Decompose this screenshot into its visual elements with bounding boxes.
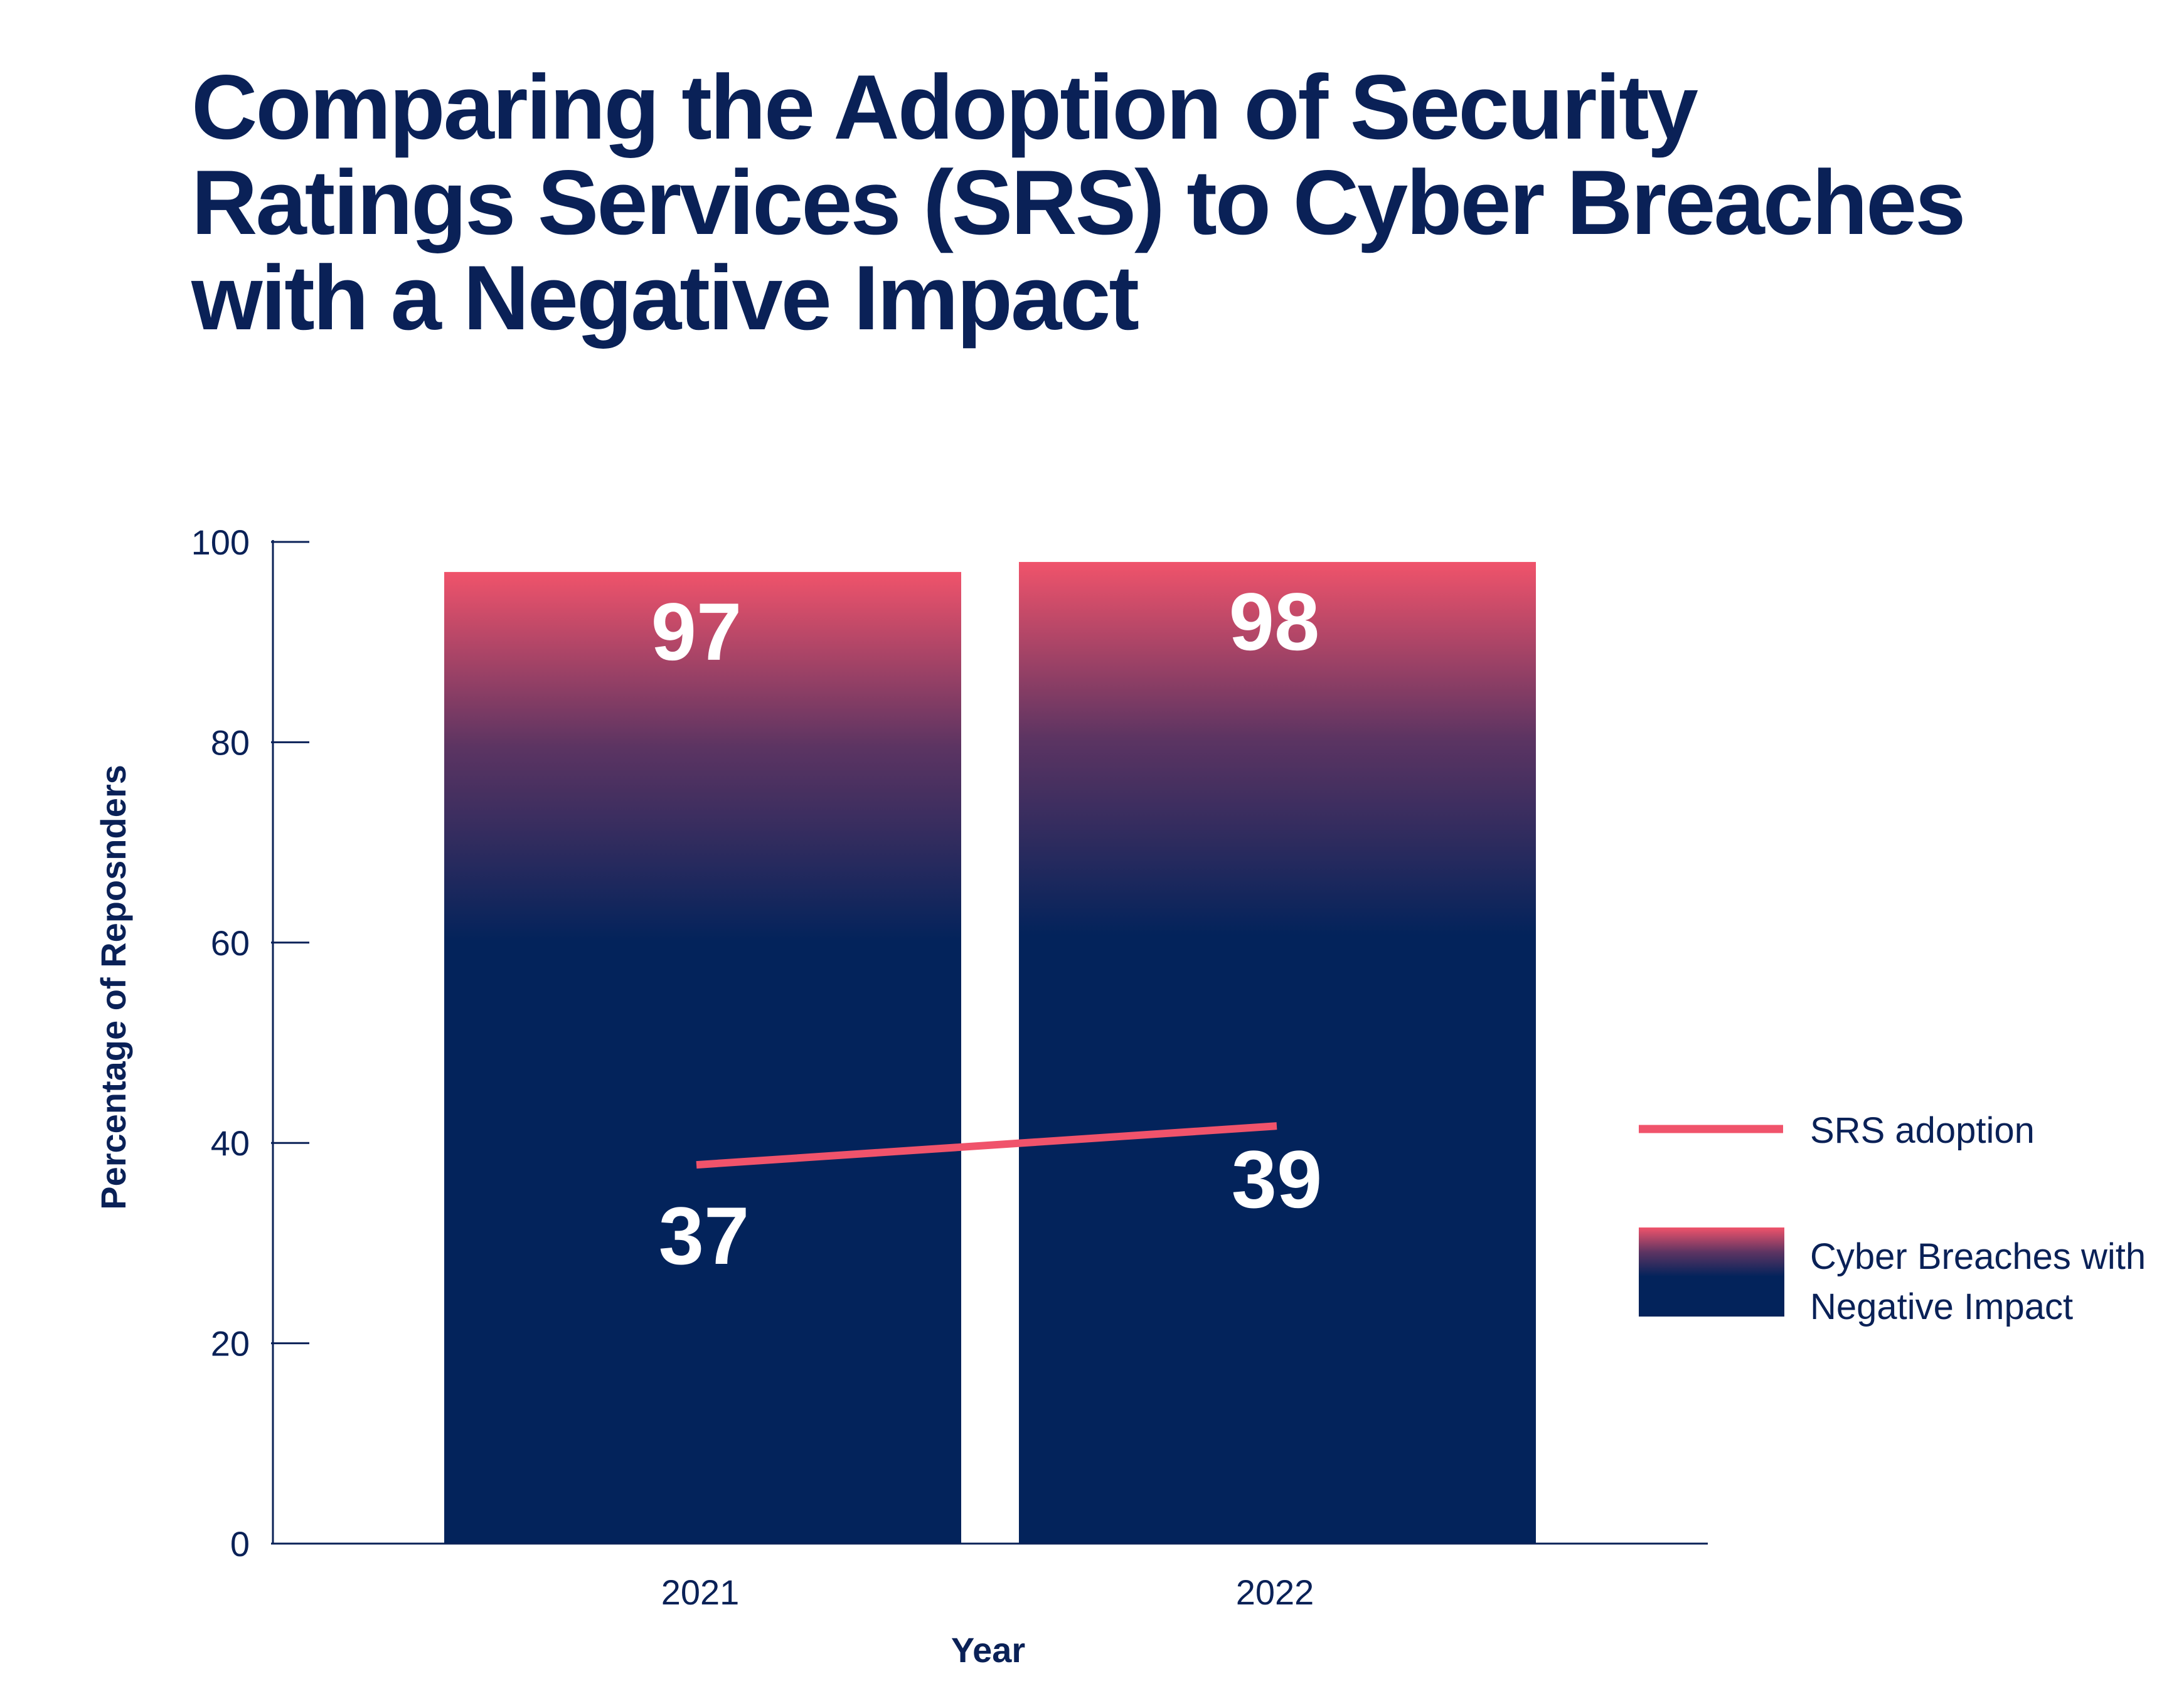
legend-swatch-cyber-breaches bbox=[1639, 1227, 1784, 1317]
y-tick-label-0: 0 bbox=[230, 1524, 250, 1564]
x-tick-label-2021: 2021 bbox=[661, 1572, 740, 1612]
y-tick-label-40: 40 bbox=[211, 1123, 250, 1163]
y-tick-label-60: 60 bbox=[211, 923, 250, 963]
bar-value-label-2022: 98 bbox=[1229, 576, 1320, 667]
y-axis-title: Percentage of Reposnders bbox=[93, 765, 133, 1210]
x-axis-title: Year bbox=[951, 1630, 1025, 1670]
legend: SRS adoption Cyber Breaches with Negativ… bbox=[1639, 1110, 2156, 1327]
chart-title: Comparing the Adoption of Security Ratin… bbox=[191, 56, 1966, 349]
legend-label-srs-adoption: SRS adoption bbox=[1810, 1110, 2035, 1151]
legend-label-line-2: Negative Impact bbox=[1810, 1286, 2073, 1327]
bar-value-label-2021: 97 bbox=[651, 586, 742, 677]
legend-label-line-1: Cyber Breaches with bbox=[1810, 1236, 2146, 1277]
line-value-label-2021: 37 bbox=[659, 1190, 750, 1281]
legend-label-cyber-breaches: Cyber Breaches with Negative Impact bbox=[1810, 1236, 2156, 1327]
bar-2021 bbox=[444, 571, 961, 1544]
data-labels-layer: 97 98 37 39 bbox=[651, 576, 1323, 1281]
bar-2022 bbox=[1019, 561, 1536, 1544]
y-tick-label-80: 80 bbox=[211, 723, 250, 762]
line-layer bbox=[696, 1122, 1277, 1169]
y-tick-label-100: 100 bbox=[191, 522, 250, 562]
bars-layer bbox=[444, 561, 1536, 1544]
x-tick-label-2022: 2022 bbox=[1236, 1572, 1314, 1612]
axes-layer: 0 20 40 60 80 100 2021 2022 bbox=[191, 522, 1708, 1612]
line-value-label-2022: 39 bbox=[1232, 1133, 1323, 1225]
y-tick-label-20: 20 bbox=[211, 1324, 250, 1364]
srs-adoption-line bbox=[696, 1122, 1277, 1169]
